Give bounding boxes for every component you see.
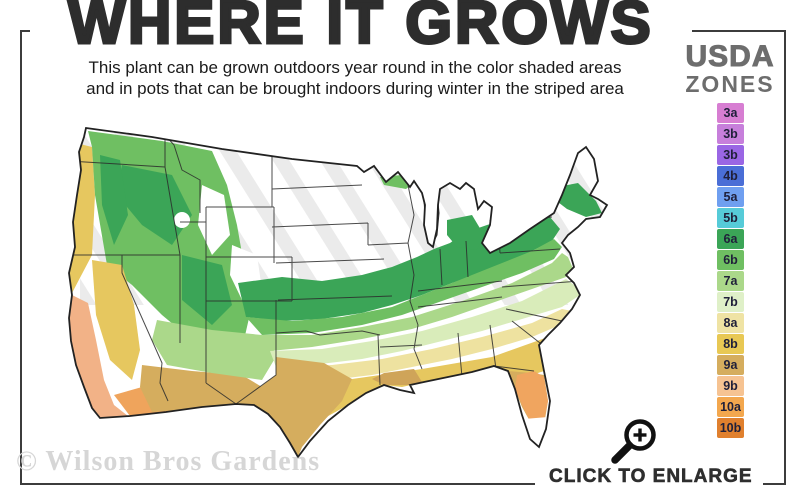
us-map-container[interactable] bbox=[62, 125, 610, 465]
zone-chip-5a: 5a bbox=[717, 187, 744, 207]
florida-orange bbox=[515, 371, 548, 425]
southwest-tan bbox=[140, 365, 267, 413]
us-map bbox=[68, 127, 608, 458]
band-8b bbox=[282, 337, 548, 435]
band-7b bbox=[270, 279, 580, 367]
lake-erie bbox=[489, 200, 533, 230]
zone-chip-7a: 7a bbox=[717, 271, 744, 291]
magnifier-zoom-icon[interactable] bbox=[606, 414, 664, 466]
zone-chip-9a: 9a bbox=[717, 355, 744, 375]
az-nm-green bbox=[152, 320, 277, 380]
west-dark-green-1 bbox=[117, 165, 192, 245]
usda-heading-line-1: USDA bbox=[685, 40, 775, 73]
louisiana-tan bbox=[372, 369, 422, 385]
band-6b bbox=[246, 239, 562, 335]
zone-chip-3a: 3a bbox=[717, 103, 744, 123]
subtitle-line-2: and in pots that can be brought indoors … bbox=[86, 79, 624, 98]
zone-chip-8b: 8b bbox=[717, 334, 744, 354]
usda-heading-line-2: ZONES bbox=[685, 71, 775, 97]
watermark: © Wilson Bros Gardens bbox=[16, 446, 321, 477]
michigan-green bbox=[447, 215, 484, 250]
west-dark-green-2 bbox=[182, 255, 232, 325]
mountain-white-3 bbox=[174, 212, 190, 228]
zone-chip-10b: 10b bbox=[717, 418, 744, 438]
band-8a bbox=[276, 309, 572, 383]
usda-zones-heading: USDA ZONES bbox=[676, 40, 784, 97]
new-england-green bbox=[554, 183, 602, 217]
page-title: WHERE IT GROWS bbox=[30, 0, 692, 54]
map-zone-shading bbox=[69, 128, 607, 457]
zone-chip-9b: 9b bbox=[717, 376, 744, 396]
zone-chip-4b: 4b bbox=[717, 166, 744, 186]
zone-chip-7b: 7b bbox=[717, 292, 744, 312]
zone-chip-5b: 5b bbox=[717, 208, 744, 228]
ca-coast-salmon bbox=[69, 295, 128, 418]
zone-chip-10a: 10a bbox=[717, 397, 744, 417]
zone-legend: 3a 3b 3b 4b 5a 5b 6a 6b 7a 7b 8a 8b 9a 9b 10a 10b bbox=[717, 103, 744, 439]
zone-chip-6a: 6a bbox=[717, 229, 744, 249]
ca-valley-yellow bbox=[92, 260, 140, 380]
cascades-green bbox=[100, 155, 128, 245]
zone-chip-3b: 3b bbox=[717, 145, 744, 165]
zone-chip-3b: 3b bbox=[717, 124, 744, 144]
subtitle: This plant can be grown outdoors year ro… bbox=[30, 57, 680, 99]
click-to-enlarge-label[interactable]: CLICK TO ENLARGE bbox=[535, 464, 763, 494]
state-borders bbox=[69, 133, 581, 405]
zone-chip-6b: 6b bbox=[717, 250, 744, 270]
florida-white-tip bbox=[524, 417, 548, 447]
zone-chip-8a: 8a bbox=[717, 313, 744, 333]
band-7a bbox=[262, 253, 574, 351]
west-texas-tan bbox=[238, 357, 352, 457]
subtitle-line-1: This plant can be grown outdoors year ro… bbox=[88, 58, 622, 77]
